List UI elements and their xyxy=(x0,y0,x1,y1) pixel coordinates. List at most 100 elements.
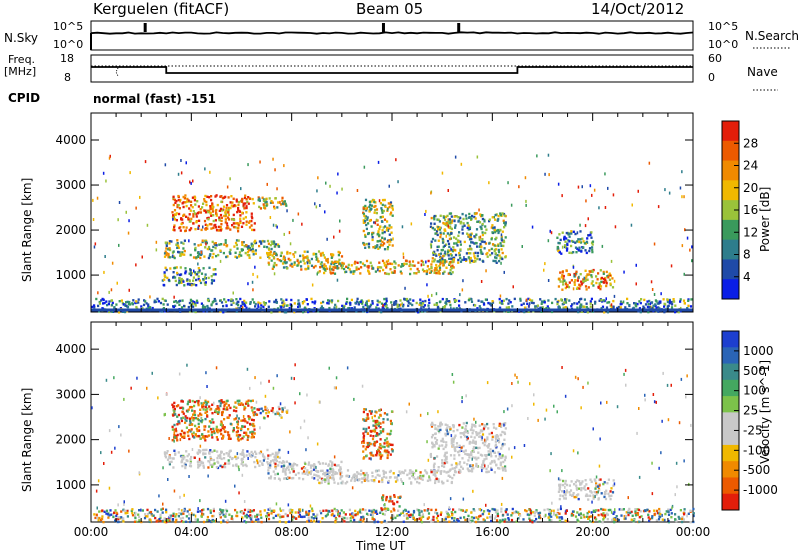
velocity-echo-cell xyxy=(378,433,381,436)
velocity-echo-cell xyxy=(440,480,444,483)
velocity-echo-cell xyxy=(366,445,369,449)
nsky-label: N.Sky xyxy=(4,31,39,45)
velocity-echo-cell xyxy=(181,410,184,413)
power-scatter-cell xyxy=(319,204,321,207)
power-echo-cell xyxy=(568,299,571,302)
velocity-echo-cell xyxy=(232,428,235,432)
velocity-echo-cell xyxy=(565,509,568,512)
power-scatter-cell xyxy=(392,237,394,241)
power-echo-cell xyxy=(168,240,171,243)
velocity-echo-cell xyxy=(580,487,583,490)
velocity-echo-cell xyxy=(389,443,392,446)
power-echo-cell xyxy=(182,205,185,209)
velocity-echo-cell xyxy=(434,479,437,482)
velocity-echo-cell xyxy=(159,516,162,519)
velocity-echo-cell xyxy=(166,450,169,453)
velocity-echo-cell xyxy=(219,508,222,511)
power-scatter-cell xyxy=(292,218,294,222)
velocity-echo-cell xyxy=(548,509,551,513)
velocity-echo-cell xyxy=(232,427,235,430)
velocity-echo-cell xyxy=(368,457,371,460)
power-echo-cell xyxy=(585,305,588,309)
power-echo-cell xyxy=(177,204,180,207)
power-echo-cell xyxy=(374,204,377,208)
velocity-echo-cell xyxy=(216,431,219,434)
power-echo-cell xyxy=(606,301,609,304)
freq-tick-18: 18 xyxy=(60,52,74,65)
power-echo-cell xyxy=(407,304,410,307)
power-echo-cell xyxy=(369,208,372,211)
power-echo-cell xyxy=(286,267,289,270)
power-echo-cell xyxy=(437,245,440,248)
power-echo-cell xyxy=(376,240,380,243)
power-echo-cell xyxy=(342,306,345,309)
power-echo-cell xyxy=(442,254,445,258)
velocity-echo-cell xyxy=(469,469,472,473)
velocity-echo-cell xyxy=(198,460,201,463)
power-echo-cell xyxy=(374,246,377,250)
velocity-echo-cell xyxy=(377,469,380,472)
power-echo-cell xyxy=(580,303,583,306)
power-echo-cell xyxy=(605,282,608,285)
velocity-echo-cell xyxy=(351,477,354,480)
power-echo-cell xyxy=(172,195,175,198)
power-echo-cell xyxy=(445,302,448,306)
velocity-echo-cell xyxy=(309,466,313,469)
power-echo-cell xyxy=(368,219,371,222)
power-echo-cell xyxy=(262,305,265,308)
power-echo-cell xyxy=(127,302,131,306)
velocity-echo-cell xyxy=(451,467,454,470)
power-scatter-cell xyxy=(430,270,432,274)
power-scatter-cell xyxy=(499,294,502,298)
power-echo-cell xyxy=(341,304,344,308)
velocity-echo-cell xyxy=(429,454,432,457)
power-echo-cell xyxy=(177,194,180,198)
power-echo-cell xyxy=(527,297,530,301)
velocity-echo-cell xyxy=(249,510,252,514)
velocity-echo-cell xyxy=(253,432,256,435)
velocity-echo-cell xyxy=(181,400,184,403)
velocity-echo-cell xyxy=(324,462,327,465)
velocity-echo-cell xyxy=(287,468,290,471)
power-echo-cell xyxy=(215,208,218,212)
power-echo-cell xyxy=(456,244,459,247)
power-echo-cell xyxy=(383,297,386,301)
velocity-echo-cell xyxy=(193,400,196,404)
velocity-echo-cell xyxy=(269,464,272,467)
power-scatter-cell xyxy=(326,237,328,241)
velocity-echo-cell xyxy=(495,436,498,439)
power-echo-cell xyxy=(397,303,401,307)
power-echo-cell xyxy=(448,262,451,265)
power-echo-cell xyxy=(166,303,169,306)
velocity-echo-cell xyxy=(412,509,416,513)
velocity-echo-cell xyxy=(592,494,595,497)
velocity-echo-cell xyxy=(371,471,374,474)
velocity-echo-cell xyxy=(376,434,379,437)
power-echo-cell xyxy=(354,260,357,264)
power-echo-cell xyxy=(245,205,248,208)
power-echo-cell xyxy=(192,279,195,282)
velocity-echo-cell xyxy=(355,476,358,479)
nave-tick-60: 60 xyxy=(708,52,722,65)
velocity-echo-cell xyxy=(341,516,344,519)
power-echo-cell xyxy=(409,272,412,276)
power-echo-cell xyxy=(307,259,310,262)
power-echo-cell xyxy=(189,283,192,286)
power-echo-cell xyxy=(423,304,426,307)
power-echo-cell xyxy=(559,280,562,283)
power-echo-cell xyxy=(167,252,170,256)
power-echo-cell xyxy=(245,220,248,223)
velocity-echo-cell xyxy=(463,461,466,464)
power-echo-cell xyxy=(378,234,381,237)
power-echo-cell xyxy=(431,237,435,241)
velocity-echo-cell xyxy=(164,456,168,459)
power-scatter-cell xyxy=(180,159,182,162)
velocity-echo-cell xyxy=(229,437,232,440)
velocity-echo-cell xyxy=(290,465,293,468)
power-echo-cell xyxy=(534,306,537,310)
power-echo-cell xyxy=(476,254,479,258)
velocity-echo-cell xyxy=(199,419,202,423)
power-echo-cell xyxy=(128,300,131,304)
velocity-echo-cell xyxy=(372,454,375,457)
power-echo-cell xyxy=(280,298,283,301)
